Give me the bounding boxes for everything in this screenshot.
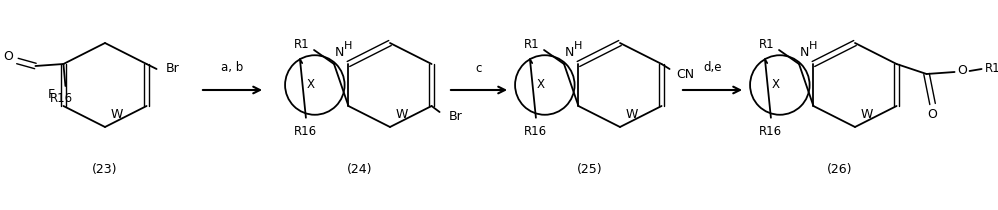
Text: Br: Br: [449, 109, 462, 122]
Text: R13: R13: [985, 62, 998, 75]
Text: R16: R16: [294, 125, 317, 138]
Text: H: H: [574, 41, 582, 51]
Text: R16: R16: [50, 92, 73, 105]
Text: W: W: [861, 109, 873, 122]
Text: X: X: [537, 79, 545, 92]
Text: N: N: [799, 46, 808, 59]
Text: N: N: [564, 46, 574, 59]
Text: (26): (26): [827, 164, 852, 176]
Text: R1: R1: [524, 38, 540, 51]
Text: H: H: [808, 41, 817, 51]
Text: R1: R1: [759, 38, 774, 51]
Text: F: F: [48, 88, 55, 101]
Text: c: c: [476, 62, 482, 75]
Text: R1: R1: [294, 38, 309, 51]
Text: CN: CN: [677, 67, 695, 80]
Text: (24): (24): [347, 164, 372, 176]
Text: W: W: [626, 109, 638, 122]
Text: X: X: [306, 79, 314, 92]
Text: (23): (23): [92, 164, 118, 176]
Text: X: X: [771, 79, 779, 92]
Text: (25): (25): [577, 164, 603, 176]
Text: H: H: [344, 41, 352, 51]
Text: N: N: [334, 46, 343, 59]
Text: d,e: d,e: [704, 62, 722, 75]
Text: Br: Br: [166, 63, 180, 76]
Text: W: W: [111, 109, 123, 122]
Text: a, b: a, b: [222, 62, 244, 75]
Text: O: O: [958, 63, 967, 76]
Text: O: O: [4, 50, 13, 63]
Text: W: W: [396, 109, 408, 122]
Text: R16: R16: [524, 125, 548, 138]
Text: O: O: [927, 109, 937, 122]
Text: R16: R16: [759, 125, 782, 138]
